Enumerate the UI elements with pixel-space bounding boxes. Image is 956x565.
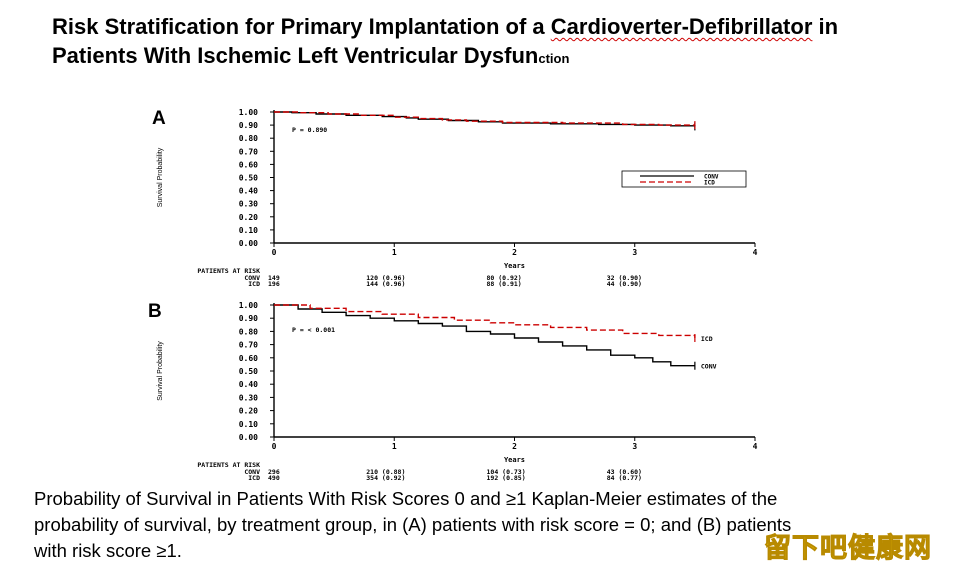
panel-b-y-tick-label: 0.10 <box>239 420 258 429</box>
panel-a-y-tick-label: 1.00 <box>239 108 258 117</box>
title-line-1: Risk Stratification for Primary Implanta… <box>52 14 839 39</box>
panel-a-risk-row-label: ICD <box>248 280 260 288</box>
panel-b-y-tick-label: 0.80 <box>239 327 258 336</box>
panel-b-risk-cell: 104 (0.73) <box>487 468 526 476</box>
panel-b-risk-row-label: CONV <box>244 468 260 476</box>
panel-b-risk-heading: PATIENTS AT RISK <box>197 461 260 469</box>
panel-a-y-tick-label: 0.80 <box>239 134 258 143</box>
panel-a-y-tick-label: 0.30 <box>239 200 258 209</box>
panel-a-legend-label-icd: ICD <box>704 180 715 187</box>
watermark-logo: 留下吧健康网 <box>764 533 932 565</box>
kaplan-meier-figure: A 1.00 0.90 0.80 0.70 0.60 0.50 0.40 0.30 0.20 0.1… <box>148 108 758 482</box>
panel-a-y-tick-label: 0.70 <box>239 147 258 156</box>
panel-b-x-tick-label: 0 <box>272 442 277 451</box>
panel-a-y-tick-label: 0.10 <box>239 226 258 235</box>
panel-a-risk-cell: 88 (0.91) <box>487 280 522 288</box>
panel-b-risk-cell: 43 (0.60) <box>607 468 642 476</box>
panel-a-risk-cell: 149 <box>268 274 280 282</box>
panel-b-end-label-icd: ICD <box>701 335 713 343</box>
panel-a-y-tick-label: 0.50 <box>239 174 258 183</box>
panel-a-legend-label-conv: CONV <box>704 174 719 181</box>
panel-a-risk-cell: 144 (0.96) <box>366 280 405 288</box>
panel-b-risk-cell: 192 (0.85) <box>487 474 526 482</box>
panel-b-risk-cell: 210 (0.88) <box>366 468 405 476</box>
panel-b-y-tick-label: 1.00 <box>239 301 258 310</box>
panel-b-risk-cell: 84 (0.77) <box>607 474 642 482</box>
panel-a-p-value: P = 0.890 <box>292 126 327 134</box>
panel-a-legend-box <box>621 170 747 188</box>
panel-b-series-conv <box>274 304 695 367</box>
panel-b-letter: B <box>148 301 162 322</box>
panel-b-y-tick-label: 0.30 <box>239 393 258 402</box>
caption-line-3: with risk score ≥1. <box>34 540 182 561</box>
panel-b-x-tick-label: 3 <box>632 442 637 451</box>
panel-b-series-icd <box>274 304 696 338</box>
panel-a-risk-row-label: CONV <box>244 274 260 282</box>
panel-a-risk-cell: 196 <box>268 280 280 288</box>
panel-b-x-axis-label: Years <box>504 456 525 464</box>
panel-a-risk-cell: 44 (0.90) <box>607 280 642 288</box>
title-line-2: Patients With Ischemic Left Ventricular … <box>52 43 570 68</box>
figure-caption: Probability of Survival in Patients With… <box>34 486 939 564</box>
panel-b-y-tick-label: 0.20 <box>239 407 258 416</box>
panel-b-p-value: P = < 0.001 <box>292 326 335 334</box>
panel-b-y-tick-label: 0.00 <box>239 433 258 442</box>
panel-b-x-tick-label: 4 <box>753 442 758 451</box>
panel-b-risk-row-label: ICD <box>248 474 260 482</box>
panel-b-risk-cell: 296 <box>268 468 280 476</box>
panel-a-x-tick-label: 3 <box>632 248 637 257</box>
panel-a-x-tick-label: 4 <box>753 248 758 257</box>
panel-b-y-tick-label: 0.40 <box>239 380 258 389</box>
panel-a-y-axis-label: Survival Probability <box>157 147 164 207</box>
panel-b-y-axis-label: Survival Probability <box>157 341 164 401</box>
panel-a-x-axis-label: Years <box>504 262 525 270</box>
panel-a-risk-cell: 80 (0.92) <box>487 274 522 282</box>
caption-line-1: Probability of Survival in Patients With… <box>34 488 778 509</box>
panel-a-risk-heading: PATIENTS AT RISK <box>197 267 260 275</box>
panel-b-y-tick-label: 0.70 <box>239 341 258 350</box>
caption-line-2: probability of survival, by treatment gr… <box>34 514 792 535</box>
panel-a-y-tick-label: 0.40 <box>239 187 258 196</box>
panel-b-risk-cell: 490 <box>268 474 280 482</box>
panel-b-x-tick-label: 1 <box>392 442 397 451</box>
panel-b-risk-cell: 354 (0.92) <box>366 474 405 482</box>
panel-a-risk-cell: 120 (0.96) <box>366 274 405 282</box>
panel-a-risk-cell: 32 (0.90) <box>607 274 642 282</box>
panel-b-y-tick-label: 0.50 <box>239 367 258 376</box>
panel-b-x-tick-label: 2 <box>512 442 517 451</box>
panel-a-letter: A <box>152 108 166 129</box>
panel-a-y-tick-label: 0.90 <box>239 121 258 130</box>
panel-a-y-tick-label: 0.60 <box>239 160 258 169</box>
panel-a-y-tick-label: 0.00 <box>239 239 258 248</box>
panel-a-x-tick-label: 2 <box>512 248 517 257</box>
panel-b-y-tick-label: 0.90 <box>239 314 258 323</box>
slide-title: Risk Stratification for Primary Implanta… <box>52 12 942 73</box>
panel-b-end-label-conv: CONV <box>701 363 717 371</box>
panel-b-y-tick-label: 0.60 <box>239 354 258 363</box>
panel-a-x-tick-label: 0 <box>272 248 277 257</box>
panel-a-series-icd <box>274 111 695 126</box>
panel-a-y-tick-label: 0.20 <box>239 213 258 222</box>
panel-a-x-tick-label: 1 <box>392 248 397 257</box>
